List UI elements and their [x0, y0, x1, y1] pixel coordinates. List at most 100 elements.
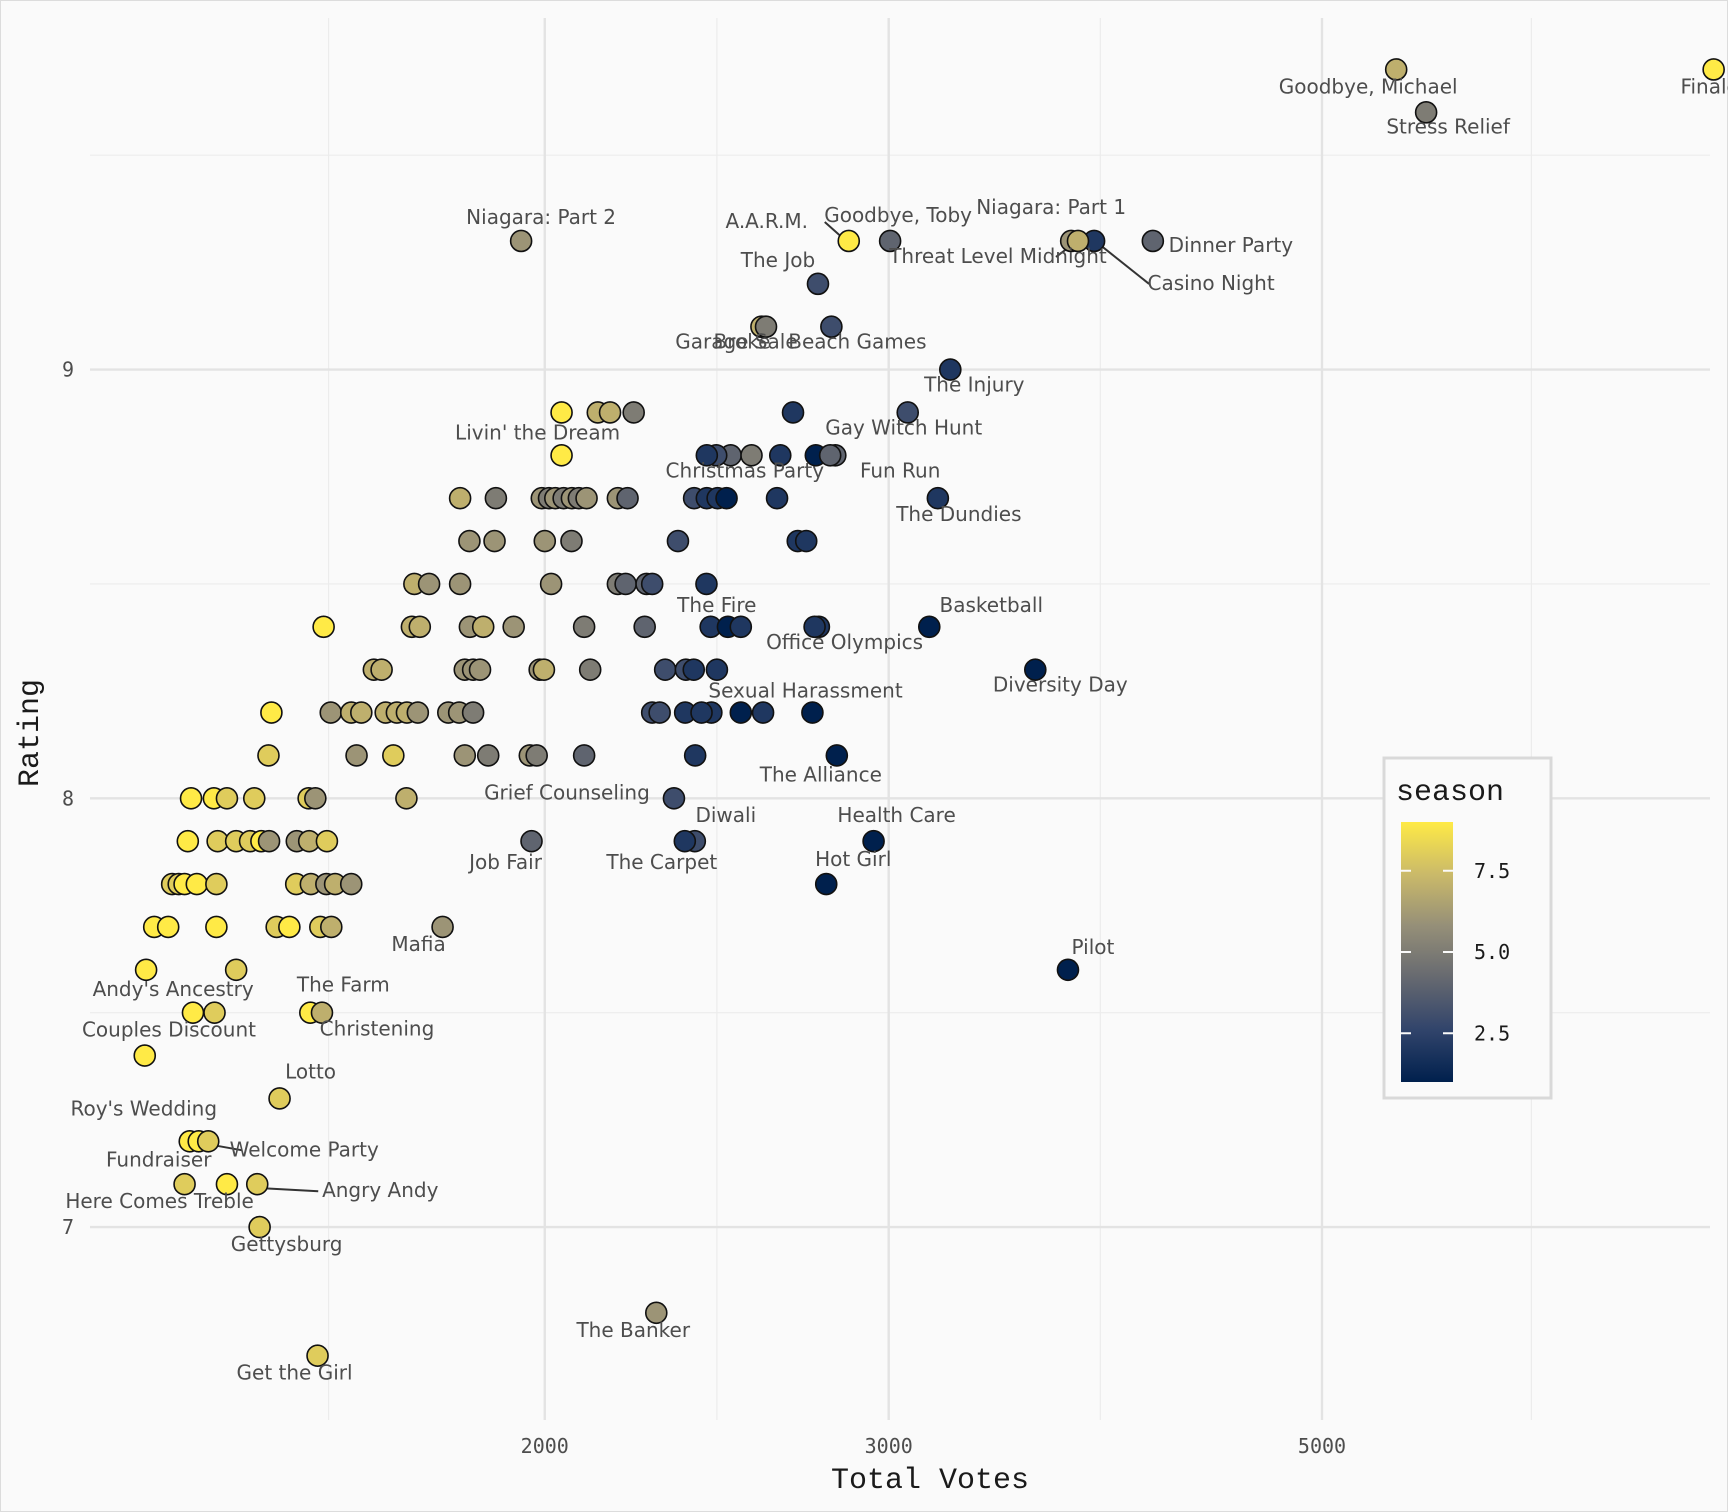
data-point-labeled: [196, 1130, 220, 1153]
data-point-labeled: [306, 1344, 329, 1367]
data-point: [616, 486, 639, 510]
data-point: [483, 529, 506, 553]
data-point: [350, 701, 373, 724]
point-label: Andy's Ancestry: [93, 977, 254, 1001]
point-label: Diversity Day: [993, 673, 1128, 697]
data-point-labeled: [878, 229, 902, 253]
point-label: The Job: [740, 248, 815, 272]
data-point-labeled: [1066, 229, 1090, 253]
data-point: [781, 401, 805, 424]
point-label: A.A.R.M.: [725, 209, 808, 233]
data-point: [648, 701, 671, 724]
data-point: [715, 486, 738, 510]
x-tick-label: 2000: [521, 1434, 569, 1458]
point-label: Here Comes Treble: [65, 1189, 253, 1213]
point-label: Stress Relief: [1386, 114, 1511, 138]
data-point-labeled: [695, 444, 719, 467]
data-point-labeled: [673, 829, 697, 853]
data-point: [278, 915, 301, 939]
data-point: [315, 829, 339, 853]
data-point: [640, 572, 664, 596]
data-point: [575, 486, 598, 510]
point-label: Livin' the Dream: [455, 420, 620, 444]
point-label: Gettysburg: [231, 1232, 343, 1256]
data-point-labeled: [1414, 101, 1438, 124]
point-label: Christening: [320, 1017, 435, 1041]
data-point-labeled: [550, 444, 573, 467]
data-points: [133, 58, 1725, 1367]
data-point: [751, 701, 775, 724]
data-point-labeled: [729, 615, 753, 639]
data-point: [705, 658, 729, 681]
data-point: [339, 872, 363, 896]
point-label: Goodbye, Toby: [824, 203, 972, 227]
data-point: [666, 529, 690, 553]
point-label: Couples Discount: [82, 1018, 256, 1042]
data-point: [572, 744, 596, 767]
data-point: [550, 401, 573, 424]
data-point: [257, 744, 280, 767]
data-point-labeled: [690, 701, 713, 724]
data-point: [205, 915, 228, 939]
leader-line: [214, 1144, 243, 1152]
point-label: The Alliance: [759, 762, 882, 786]
point-label: The Farm: [296, 973, 390, 997]
point-label: Mafia: [391, 932, 445, 956]
legend-tick-label: 7.5: [1474, 859, 1510, 883]
data-point-labeled: [245, 1172, 269, 1196]
point-label: Fundraiser: [106, 1147, 212, 1171]
data-point: [461, 701, 485, 724]
data-point: [408, 615, 432, 639]
point-label: Threat Level Midnight: [888, 244, 1107, 268]
data-point: [578, 658, 602, 681]
data-point: [614, 572, 637, 596]
data-point: [134, 958, 158, 982]
data-point: [319, 701, 343, 724]
y-tick-label: 8: [62, 786, 74, 810]
point-label: Beach Games: [788, 330, 926, 354]
legend-tick-label: 2.5: [1474, 1021, 1510, 1045]
data-point: [502, 615, 525, 639]
data-point: [560, 529, 583, 553]
data-point-labeled: [1141, 229, 1165, 253]
data-point: [633, 615, 656, 639]
x-axis-title: Total Votes: [831, 1464, 1029, 1498]
point-label: Health Care: [837, 803, 955, 827]
data-point: [242, 787, 266, 810]
axis-ticks: 2000 3000 5000 7 8 9: [62, 358, 1346, 1458]
data-point-labeled: [939, 358, 962, 381]
leader-line: [1099, 244, 1150, 285]
data-point: [156, 915, 180, 939]
point-label: Gay Witch Hunt: [825, 415, 982, 439]
data-point-labeled: [818, 444, 842, 467]
data-point: [653, 658, 677, 681]
data-point-labeled: [644, 1301, 668, 1325]
point-label: Fun Run: [860, 458, 940, 482]
y-axis-title: Rating: [14, 679, 48, 787]
data-point-labeled: [1056, 958, 1080, 982]
point-label: Basketball: [940, 593, 1043, 617]
data-point: [801, 701, 824, 724]
data-point-labeled: [1702, 58, 1725, 81]
point-label: Broke: [714, 330, 771, 354]
point-label: The Dundies: [895, 502, 1021, 526]
data-point: [312, 615, 335, 639]
data-point-labeled: [520, 829, 543, 853]
data-point-labeled: [133, 1044, 157, 1067]
point-label: The Banker: [575, 1318, 690, 1342]
data-point-labeled: [917, 615, 941, 639]
color-legend: season 2.5 5.0 7.5: [1382, 756, 1553, 1100]
data-point: [215, 1172, 239, 1196]
data-point: [453, 744, 477, 767]
data-point-labeled: [224, 958, 248, 982]
data-point: [622, 401, 645, 424]
data-point: [185, 872, 209, 896]
data-point-labeled: [310, 1001, 334, 1024]
data-point: [448, 572, 472, 596]
point-label: Angry Andy: [322, 1178, 439, 1202]
point-label: Goodbye, Michael: [1279, 74, 1458, 98]
data-point-labeled: [926, 486, 950, 510]
